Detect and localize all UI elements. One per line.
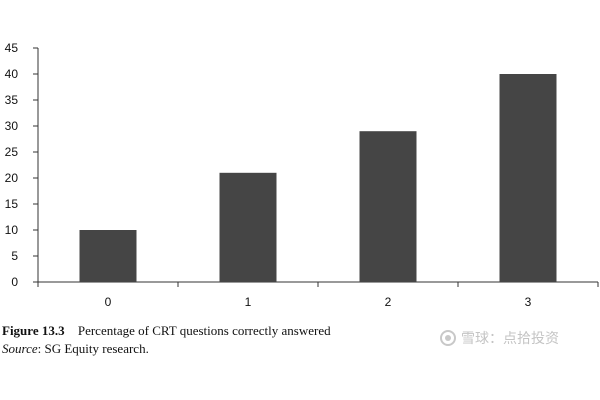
x-tick-label: 0 — [105, 295, 112, 309]
y-tick-label: 25 — [5, 145, 19, 159]
figure-caption: Figure 13.3 Percentage of CRT questions … — [2, 323, 331, 339]
y-tick-label: 30 — [5, 119, 19, 133]
y-tick-label: 5 — [11, 249, 18, 263]
y-tick-label: 20 — [5, 171, 19, 185]
y-tick-label: 35 — [5, 93, 19, 107]
snowball-logo-icon — [440, 330, 456, 346]
chart-bars — [79, 74, 557, 282]
source-label: Source — [2, 341, 38, 356]
bar-1 — [219, 172, 277, 282]
y-tick-label: 45 — [5, 41, 19, 55]
bar-2 — [359, 131, 417, 282]
x-tick-label: 2 — [385, 295, 392, 309]
y-tick-label: 10 — [5, 223, 19, 237]
watermark-text: 雪球：点拾投资 — [461, 331, 559, 347]
source-text: : SG Equity research. — [37, 341, 149, 356]
figure-title: Percentage of CRT questions correctly an… — [77, 323, 331, 338]
bar-0 — [79, 230, 137, 282]
bar-3 — [499, 74, 557, 282]
watermark: 雪球：点拾投资 — [440, 328, 559, 348]
y-tick-label: 15 — [5, 197, 19, 211]
x-tick-label: 1 — [245, 295, 252, 309]
source-note: Source: SG Equity research. — [2, 341, 149, 357]
chart-tick-labels: 0 5 10 15 20 25 30 35 40 45 0 1 2 3 — [5, 41, 532, 309]
y-tick-label: 40 — [5, 67, 19, 81]
y-tick-label: 0 — [11, 275, 18, 289]
x-tick-label: 3 — [525, 295, 532, 309]
figure-number: Figure 13.3 — [2, 323, 65, 338]
